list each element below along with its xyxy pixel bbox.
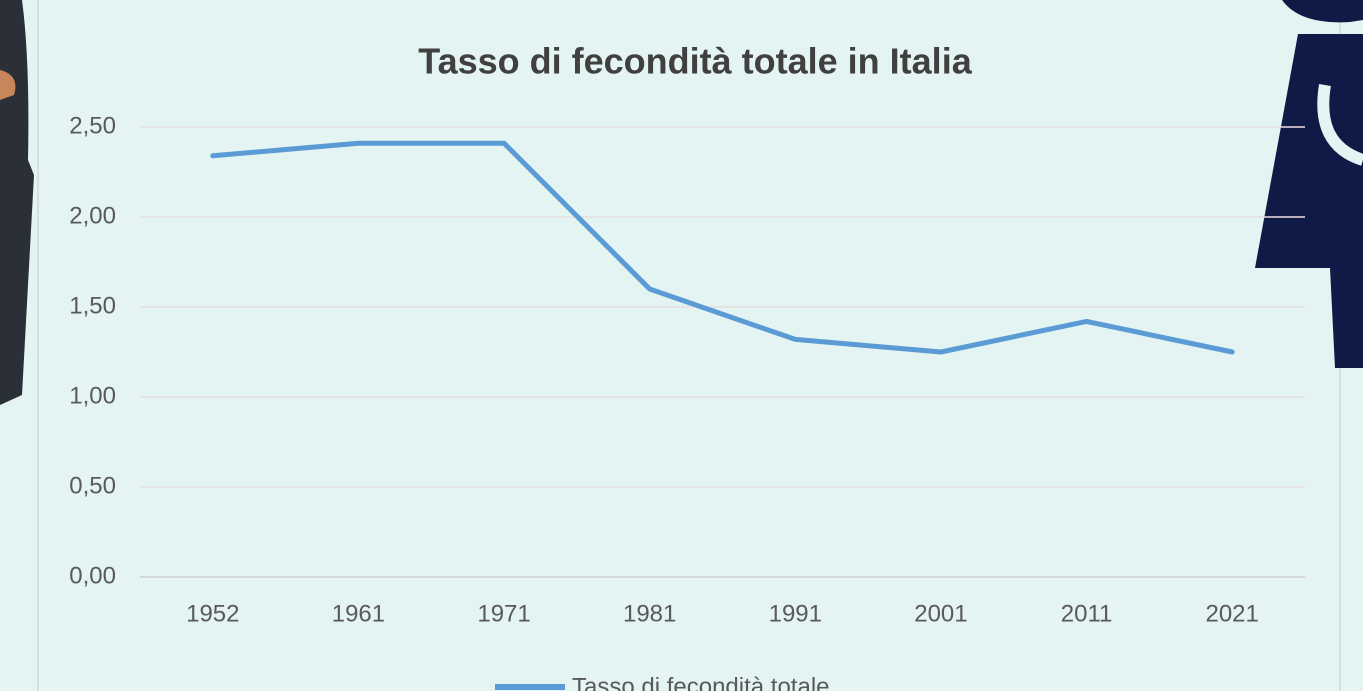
y-tick-label: 0,00 [69,562,116,589]
y-tick-label: 2,00 [69,202,116,229]
x-tick-label: 1952 [186,600,239,627]
background [0,0,1363,691]
y-tick-label: 0,50 [69,472,116,499]
x-tick-label: 2001 [914,600,967,627]
x-tick-label: 1971 [477,600,530,627]
chart-title: Tasso di fecondità totale in Italia [418,41,972,82]
chart: Tasso di fecondità totale in Italia 0,00… [0,0,1363,691]
x-tick-label: 2021 [1205,600,1258,627]
legend-label: Tasso di fecondità totale [572,673,830,691]
y-tick-label: 1,00 [69,382,116,409]
x-tick-label: 1991 [769,600,822,627]
x-tick-label: 2011 [1061,600,1113,627]
y-tick-label: 1,50 [69,292,116,319]
x-tick-label: 1981 [623,600,676,627]
y-tick-label: 2,50 [69,112,116,139]
x-tick-label: 1961 [332,600,385,627]
